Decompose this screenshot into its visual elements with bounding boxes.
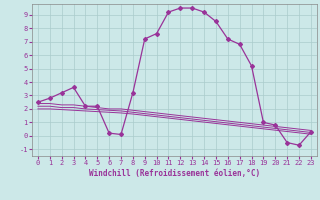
X-axis label: Windchill (Refroidissement éolien,°C): Windchill (Refroidissement éolien,°C) <box>89 169 260 178</box>
